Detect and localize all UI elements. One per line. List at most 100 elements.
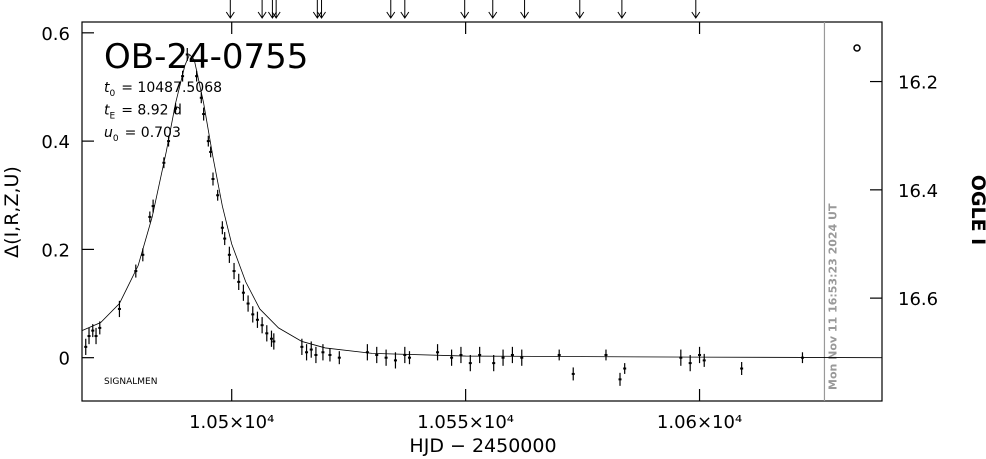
param-symbol: u xyxy=(104,125,113,141)
x-tick-label: 1.06×10⁴ xyxy=(657,412,742,433)
data-point xyxy=(436,351,440,354)
data-point xyxy=(309,348,313,351)
alert-arrow xyxy=(460,0,470,19)
alert-arrow xyxy=(267,0,277,19)
data-point xyxy=(618,378,622,381)
alert-arrow xyxy=(386,0,396,19)
alert-arrow xyxy=(488,0,498,19)
param-symbol: t xyxy=(104,80,110,96)
y2-tick-label: 16.4 xyxy=(898,181,938,202)
data-point xyxy=(321,351,325,354)
data-point xyxy=(216,194,220,197)
now-label: Mon Nov 11 16:53:23 2024 UT xyxy=(826,203,839,390)
data-point xyxy=(199,96,203,99)
data-point xyxy=(162,161,166,164)
x-tick-label: 1.055×10⁴ xyxy=(417,412,514,433)
alert-arrow xyxy=(312,0,322,19)
data-point xyxy=(698,353,702,356)
data-point xyxy=(246,302,250,305)
data-point xyxy=(314,353,318,356)
data-point xyxy=(407,356,411,359)
data-point xyxy=(167,140,171,143)
data-point xyxy=(557,353,561,356)
data-point xyxy=(84,345,88,348)
data-point xyxy=(148,215,152,218)
data-point xyxy=(272,340,276,343)
data-point xyxy=(98,326,102,329)
param-text: u0 = 0.703 xyxy=(104,125,181,144)
data-point xyxy=(604,353,608,356)
data-point xyxy=(702,359,706,362)
data-point xyxy=(206,140,210,143)
data-point xyxy=(255,318,259,321)
data-point xyxy=(450,356,454,359)
y-axis-label: Δ(I,R,Z,U) xyxy=(1,166,23,258)
data-point xyxy=(393,359,397,362)
data-point xyxy=(800,356,804,359)
param-text: t0 = 10487.5068 xyxy=(104,80,222,99)
data-point xyxy=(384,356,388,359)
data-point xyxy=(232,270,236,273)
data-point xyxy=(520,356,524,359)
y2-axis-label: OGLE I xyxy=(967,175,986,246)
data-point xyxy=(220,226,224,229)
param-subscript: 0 xyxy=(113,134,119,144)
data-point xyxy=(181,75,185,78)
data-point xyxy=(328,353,332,356)
data-point xyxy=(305,351,309,354)
y-tick-label: 0.2 xyxy=(41,240,70,261)
param-subscript: 0 xyxy=(110,89,116,99)
data-point xyxy=(468,362,472,365)
data-point xyxy=(459,353,463,356)
alert-arrow xyxy=(400,0,410,19)
data-point xyxy=(141,253,145,256)
y-tick-label: 0.6 xyxy=(41,24,70,45)
alert-arrow xyxy=(257,0,267,19)
data-point xyxy=(571,372,575,375)
data-point xyxy=(478,353,482,356)
alert-arrow xyxy=(317,0,326,19)
marker-symbol xyxy=(853,44,861,52)
data-point xyxy=(223,237,227,240)
data-point xyxy=(260,324,264,327)
alert-arrow xyxy=(520,0,529,19)
data-point xyxy=(251,313,255,316)
x-axis-label: HJD − 2450000 xyxy=(409,435,556,457)
y2-tick-label: 16.2 xyxy=(898,73,938,94)
data-point xyxy=(91,329,95,332)
x-tick-label: 1.05×10⁴ xyxy=(189,412,274,433)
alert-arrow xyxy=(225,0,235,19)
data-point xyxy=(117,307,121,310)
param-value: = 0.703 xyxy=(125,125,181,141)
param-subscript: E xyxy=(110,112,116,122)
data-point xyxy=(211,178,215,181)
param-symbol: t xyxy=(104,103,110,119)
plot-frame xyxy=(81,21,883,402)
param-value: = 10487.5068 xyxy=(121,80,222,96)
model-curve xyxy=(81,53,883,359)
data-point xyxy=(227,253,231,256)
data-point xyxy=(510,353,514,356)
y-tick-label: 0.4 xyxy=(41,132,70,153)
footer-label: SIGNALMEN xyxy=(104,377,157,387)
data-point xyxy=(337,356,341,359)
data-point xyxy=(688,362,692,365)
data-point xyxy=(501,356,505,359)
data-point xyxy=(151,205,155,208)
data-point xyxy=(185,53,189,56)
chart-title: OB-24-0755 xyxy=(104,37,308,77)
data-point xyxy=(492,362,496,365)
data-point xyxy=(209,150,213,153)
data-point xyxy=(623,367,627,370)
data-point xyxy=(134,270,138,273)
alert-arrow xyxy=(575,0,585,19)
alert-arrow xyxy=(617,0,627,19)
param-text: tE = 8.92 d xyxy=(104,103,182,122)
data-point xyxy=(174,107,178,110)
alert-arrow xyxy=(271,0,281,19)
y2-tick-label: 16.6 xyxy=(898,289,938,310)
y-tick-label: 0 xyxy=(59,349,70,370)
data-point xyxy=(300,345,304,348)
data-point xyxy=(403,353,407,356)
